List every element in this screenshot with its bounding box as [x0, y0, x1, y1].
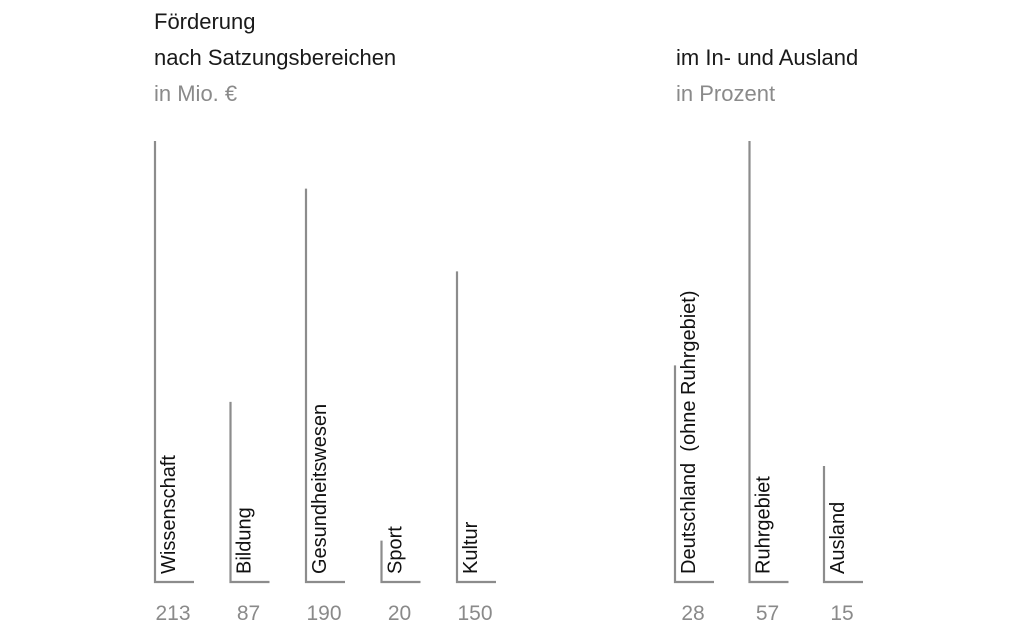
chart1-value-label-3: 20: [388, 602, 411, 625]
chart2-category-label-2: Ausland: [827, 502, 849, 574]
chart2-title-block: im In- und Ausland in Prozent: [676, 40, 858, 112]
chart1-category-label-0: Wissenschaft: [158, 455, 180, 574]
chart1-bar-0: [153, 141, 194, 584]
chart1-category-label-4: Kultur: [460, 521, 482, 574]
chart1-value-label-0: 213: [155, 602, 190, 625]
chart2-value-label-2: 15: [830, 602, 853, 625]
chart1-bar-4: [455, 271, 496, 584]
chart2-unit: in Prozent: [676, 81, 776, 106]
chart1-bar-3: [380, 540, 421, 584]
chart1-subtitle: nach Satzungsbereichen: [154, 45, 397, 70]
chart1-category-label-1: Bildung: [234, 507, 256, 574]
chart2-value-label-1: 57: [756, 602, 779, 625]
chart2-bar-0: [673, 365, 714, 584]
chart1-value-label-2: 190: [306, 602, 341, 625]
chart2-category-label-1: Ruhrgebiet: [753, 476, 775, 574]
chart1-category-label-3: Sport: [385, 526, 407, 574]
chart2-bar-2: [822, 465, 863, 584]
chart2-value-label-0: 28: [681, 602, 704, 625]
chart1-unit: in Mio. €: [154, 81, 238, 106]
chart1-title: Förderung: [154, 9, 256, 34]
chart1-category-label-2: Gesundheitswesen: [309, 404, 331, 574]
chart1-bar-2: [304, 188, 345, 584]
chart1-bar-1: [229, 401, 270, 584]
chart2-title: im In- und Ausland: [676, 45, 859, 70]
chart1-title-block: Förderung nach Satzungsbereichen in Mio.…: [154, 4, 396, 112]
chart2-bar-1: [748, 141, 789, 584]
chart2-category-label-0: Deutschland (ohne Ruhrgebiet): [678, 290, 700, 574]
chart1-value-label-1: 87: [237, 602, 260, 625]
chart1-value-label-4: 150: [457, 602, 492, 625]
